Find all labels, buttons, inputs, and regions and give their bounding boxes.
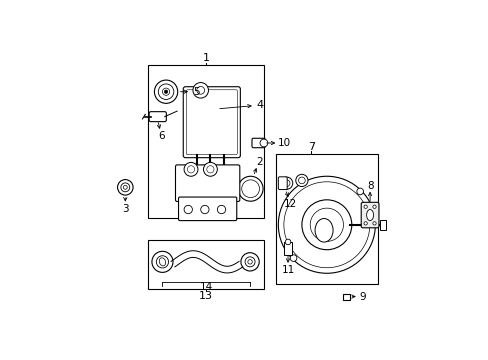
Circle shape [309,208,343,242]
FancyBboxPatch shape [186,90,237,155]
Circle shape [280,177,292,189]
Circle shape [247,260,252,264]
Circle shape [278,176,375,273]
Circle shape [162,88,169,95]
FancyBboxPatch shape [175,165,239,202]
FancyBboxPatch shape [149,112,166,122]
Text: 2: 2 [256,157,263,167]
Bar [275,154,377,284]
Circle shape [197,86,204,94]
Ellipse shape [159,258,165,266]
Text: 12: 12 [283,199,296,209]
Circle shape [183,205,192,214]
Circle shape [283,180,289,186]
FancyBboxPatch shape [361,202,378,228]
Circle shape [363,205,366,208]
Circle shape [372,222,375,225]
Circle shape [164,90,167,93]
Ellipse shape [366,210,373,221]
FancyBboxPatch shape [278,177,286,190]
Circle shape [301,200,351,250]
Circle shape [295,174,307,186]
Circle shape [121,183,129,192]
Circle shape [200,205,208,214]
Circle shape [356,188,363,195]
Text: 11: 11 [281,265,294,275]
Circle shape [260,139,267,147]
Circle shape [152,251,173,273]
Text: 7: 7 [307,142,314,152]
Text: 8: 8 [366,181,373,191]
Bar [379,220,386,230]
FancyBboxPatch shape [183,87,240,158]
Circle shape [187,166,194,173]
Text: 4: 4 [256,100,263,110]
Text: 5: 5 [193,87,200,97]
Circle shape [372,205,375,208]
FancyBboxPatch shape [178,197,236,221]
Circle shape [123,185,127,189]
Text: 1: 1 [203,53,209,63]
Text: 13: 13 [199,291,213,301]
Circle shape [158,84,173,99]
Bar [148,240,264,288]
Text: 6: 6 [158,131,164,140]
Circle shape [238,176,263,201]
Circle shape [183,162,198,176]
Circle shape [117,180,133,195]
Circle shape [203,162,217,176]
Text: 9: 9 [358,292,365,302]
Circle shape [156,256,168,268]
Circle shape [285,239,290,245]
FancyBboxPatch shape [251,138,265,148]
Text: 10: 10 [277,138,290,148]
Bar [284,242,292,255]
Circle shape [363,222,366,225]
Circle shape [154,80,177,103]
Text: 3: 3 [122,204,128,214]
Text: 14: 14 [199,282,212,292]
Circle shape [298,177,305,184]
Circle shape [217,205,225,214]
Circle shape [193,82,208,98]
Circle shape [244,257,255,267]
Circle shape [241,253,259,271]
Circle shape [241,180,259,198]
Circle shape [206,166,214,173]
Bar [343,293,349,300]
Bar [148,66,264,218]
Circle shape [284,182,369,268]
Ellipse shape [314,219,332,242]
Circle shape [289,255,296,261]
